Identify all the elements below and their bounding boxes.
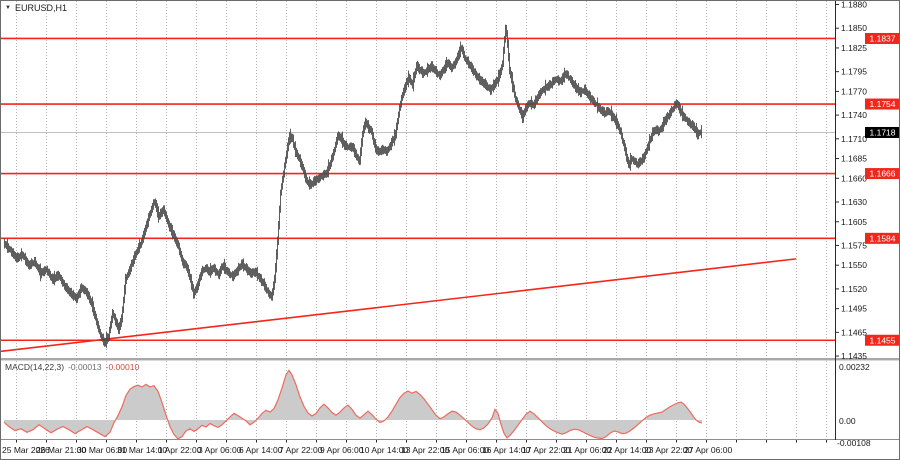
price-tick-label: 1.1850 <box>841 23 867 33</box>
macd-signal-line <box>3 369 703 439</box>
current-price-badge: 1.1718 <box>870 127 896 137</box>
macd-signal-value: -0.00010 <box>105 362 140 372</box>
macd-name: MACD(14,22,3) <box>5 362 65 372</box>
time-axis-label: 31 Mar 14:00 <box>117 445 167 455</box>
time-axis-label: 23 Apr 22:00 <box>644 445 692 455</box>
symbol-timeframe-text: EURUSD,H1 <box>14 3 67 13</box>
price-tick-label: 1.1825 <box>841 43 867 53</box>
price-tick-label: 1.1770 <box>841 86 867 96</box>
price-tick-label: 1.1520 <box>841 284 867 294</box>
price-tick-label: 1.1550 <box>841 260 867 270</box>
time-axis-label: 9 Apr 06:00 <box>320 445 364 455</box>
trend-line[interactable] <box>1 258 797 353</box>
time-axis-label: 21 Apr 06:00 <box>563 445 611 455</box>
time-axis-label: 6 Apr 14:00 <box>239 445 283 455</box>
price-level-badge-bg <box>865 98 899 110</box>
time-axis-label: 13 Apr 22:00 <box>401 445 449 455</box>
price-level-badge-bg <box>865 168 899 180</box>
price-tick-label: 1.1630 <box>841 197 867 207</box>
price-level-badge: 1.1837 <box>870 33 896 43</box>
time-axis-label: 17 Apr 22:00 <box>522 445 570 455</box>
macd-histogram <box>4 370 702 439</box>
macd-main-value: -0.00013 <box>68 362 102 372</box>
time-axis-label: 30 Mar 06:00 <box>77 445 127 455</box>
time-axis-label: 22 Apr 14:00 <box>603 445 651 455</box>
price-tick-label: 1.1880 <box>841 1 867 10</box>
price-level-badge: 1.1754 <box>870 99 896 109</box>
price-level-badge: 1.1584 <box>870 233 896 243</box>
price-level-badge-bg <box>865 232 899 244</box>
price-level-badge: 1.1666 <box>870 169 896 179</box>
price-tick-label: 1.1435 <box>841 351 867 361</box>
price-tick-label: 1.1685 <box>841 154 867 164</box>
symbol-dropdown-icon[interactable]: ▼ <box>5 4 11 11</box>
price-tick-label: 1.1660 <box>841 173 867 183</box>
price-bars <box>4 24 702 348</box>
time-axis-label: 1 Apr 22:00 <box>158 445 202 455</box>
price-tick-label: 1.1710 <box>841 134 867 144</box>
price-tick-label: 1.1465 <box>841 327 867 337</box>
price-level-badge: 1.1455 <box>870 335 896 345</box>
macd-axis-zero-label: 0.00 <box>839 416 856 426</box>
time-axis-label: 7 Apr 22:00 <box>279 445 323 455</box>
time-axis-label: 26 Mar 21:00 <box>36 445 86 455</box>
price-tick-label: 1.1575 <box>841 240 867 250</box>
price-level-badge-bg <box>865 334 899 346</box>
macd-indicator-label: MACD(14,22,3) -0.00013 -0.00010 <box>5 362 139 372</box>
price-tick-label: 1.1605 <box>841 217 867 227</box>
price-level-badge-bg <box>865 32 899 44</box>
time-axis-label: 27 Apr 06:00 <box>684 445 732 455</box>
symbol-label: ▼ EURUSD,H1 <box>5 3 67 13</box>
time-axis-label: 15 Apr 06:00 <box>441 445 489 455</box>
time-axis-label: 25 Mar 2026 <box>2 445 50 455</box>
price-tick-label: 1.1740 <box>841 110 867 120</box>
macd-axis-min-label: -0.00108 <box>837 438 871 448</box>
time-axis-label: 10 Apr 14:00 <box>360 445 408 455</box>
time-axis-label: 16 Apr 14:00 <box>482 445 530 455</box>
price-tick-label: 1.1495 <box>841 304 867 314</box>
current-price-badge-bg <box>865 126 899 138</box>
macd-axis-max-label: 0.00232 <box>839 362 870 372</box>
time-axis-label: 3 Apr 06:00 <box>198 445 242 455</box>
price-tick-label: 1.1795 <box>841 67 867 77</box>
